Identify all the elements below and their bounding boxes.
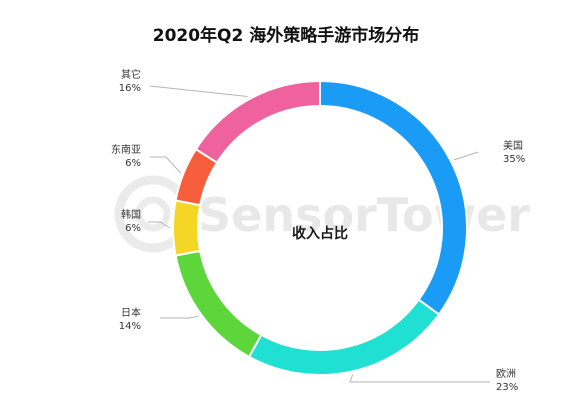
slice-percent: 14%: [119, 321, 141, 332]
leader-line: [148, 221, 171, 229]
slice-label: 美国: [503, 139, 523, 152]
pie-slice: [174, 249, 263, 359]
watermark: SensorTower: [114, 175, 530, 253]
slice-percent: 6%: [125, 223, 141, 234]
slice-percent: 16%: [119, 83, 141, 94]
slice-percent: 6%: [125, 158, 141, 169]
slice-label: 东南亚: [111, 143, 141, 156]
pie-slice: [247, 298, 441, 376]
leader-line: [160, 315, 199, 319]
slice-label: 其它: [121, 68, 141, 81]
slice-label: 日本: [121, 306, 141, 319]
leader-line: [349, 374, 490, 383]
leader-line: [149, 85, 248, 98]
slice-labels: 美国 35% 欧洲 23% 日本 14% 韩国 6% 东南亚 6% 其它 16%: [111, 68, 525, 393]
donut-slices: [172, 79, 468, 376]
leader-line: [150, 156, 181, 174]
chart-title: 2020年Q2 海外策略手游市场分布: [153, 25, 420, 46]
pie-slice: [172, 199, 202, 257]
center-label: 收入占比: [292, 225, 348, 242]
slice-percent: 35%: [503, 154, 525, 165]
leader-line: [453, 151, 479, 161]
slice-label: 欧洲: [496, 368, 516, 380]
slice-label: 韩国: [121, 208, 141, 221]
slice-percent: 23%: [496, 382, 518, 393]
pie-slice: [194, 79, 321, 165]
watermark-text: SensorTower: [198, 188, 530, 242]
